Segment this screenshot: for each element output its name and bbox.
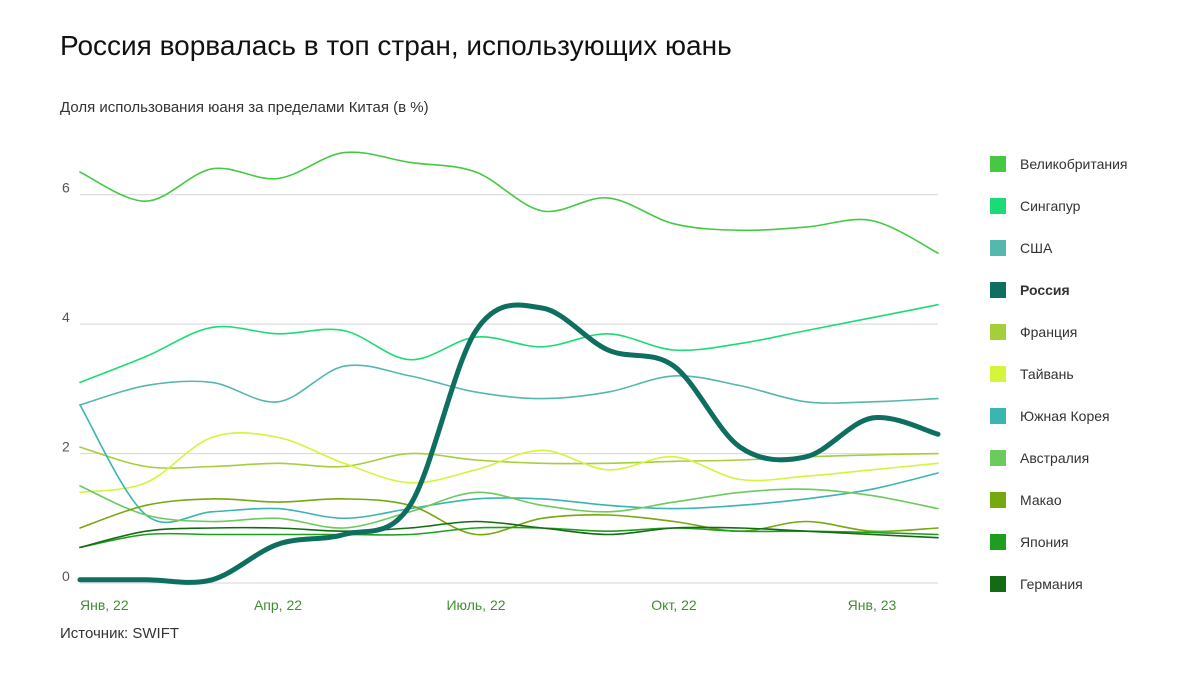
legend-label: Макао bbox=[1020, 492, 1062, 508]
chart-title: Россия ворвалась в топ стран, использующ… bbox=[60, 30, 732, 61]
legend: Великобритания Сингапур США Россия Франция Та… bbox=[990, 143, 1128, 605]
series-line-1 bbox=[79, 151, 939, 254]
legend-swatch bbox=[990, 534, 1006, 550]
legend-label: Сингапур bbox=[1020, 198, 1081, 214]
series-line-10 bbox=[79, 526, 939, 549]
tick-layer: 0 2 4 6 Янв, 22 Апр, 22 Июль, 22 Окт, 22 Янв, 23 bbox=[62, 180, 897, 613]
legend-item: Южная Корея bbox=[990, 395, 1128, 437]
legend-label: Россия bbox=[1020, 282, 1070, 298]
legend-label: США bbox=[1020, 240, 1053, 256]
legend-item: Германия bbox=[990, 563, 1128, 605]
y-tick-label: 6 bbox=[62, 180, 70, 196]
series-line-2 bbox=[79, 303, 939, 384]
series-line-7 bbox=[79, 404, 939, 524]
series-line-3 bbox=[79, 364, 939, 406]
legend-swatch bbox=[990, 240, 1006, 256]
source-note: Источник: SWIFT bbox=[60, 625, 180, 642]
x-tick-label: Окт, 22 bbox=[651, 597, 697, 613]
series-line-11 bbox=[79, 520, 939, 549]
legend-swatch bbox=[990, 156, 1006, 172]
series-line-8 bbox=[79, 485, 939, 529]
series-line-9 bbox=[79, 498, 939, 536]
legend-swatch bbox=[990, 408, 1006, 424]
legend-swatch bbox=[990, 366, 1006, 382]
series-line-4 bbox=[77, 302, 941, 585]
y-tick-label: 2 bbox=[62, 439, 70, 455]
legend-item: Россия bbox=[990, 269, 1128, 311]
legend-item: США bbox=[990, 227, 1128, 269]
legend-label: Тайвань bbox=[1020, 366, 1074, 382]
legend-item: Макао bbox=[990, 479, 1128, 521]
legend-item: Япония bbox=[990, 521, 1128, 563]
legend-label: Япония bbox=[1020, 534, 1069, 550]
grid-layer bbox=[80, 194, 938, 584]
x-tick-label: Янв, 23 bbox=[848, 597, 897, 613]
legend-label: Австралия bbox=[1020, 450, 1090, 466]
legend-item: Великобритания bbox=[990, 143, 1128, 185]
x-tick-label: Янв, 22 bbox=[80, 597, 129, 613]
y-tick-label: 0 bbox=[62, 568, 70, 584]
legend-swatch bbox=[990, 324, 1006, 340]
legend-label: Франция bbox=[1020, 324, 1078, 340]
legend-swatch bbox=[990, 198, 1006, 214]
legend-label: Германия bbox=[1020, 576, 1083, 592]
chart-subtitle: Доля использования юаня за пределами Кит… bbox=[60, 99, 429, 116]
series-line-6 bbox=[79, 432, 939, 494]
legend-swatch bbox=[990, 492, 1006, 508]
legend-label: Великобритания bbox=[1020, 156, 1128, 172]
legend-label: Южная Корея bbox=[1020, 408, 1110, 424]
legend-item: Сингапур bbox=[990, 185, 1128, 227]
legend-swatch bbox=[990, 450, 1006, 466]
y-tick-label: 4 bbox=[62, 309, 70, 325]
legend-swatch bbox=[990, 282, 1006, 298]
x-tick-label: Июль, 22 bbox=[446, 597, 505, 613]
x-tick-label: Апр, 22 bbox=[254, 597, 302, 613]
legend-item: Тайвань bbox=[990, 353, 1128, 395]
legend-swatch bbox=[990, 576, 1006, 592]
series-layer bbox=[77, 151, 941, 585]
legend-item: Австралия bbox=[990, 437, 1128, 479]
legend-item: Франция bbox=[990, 311, 1128, 353]
